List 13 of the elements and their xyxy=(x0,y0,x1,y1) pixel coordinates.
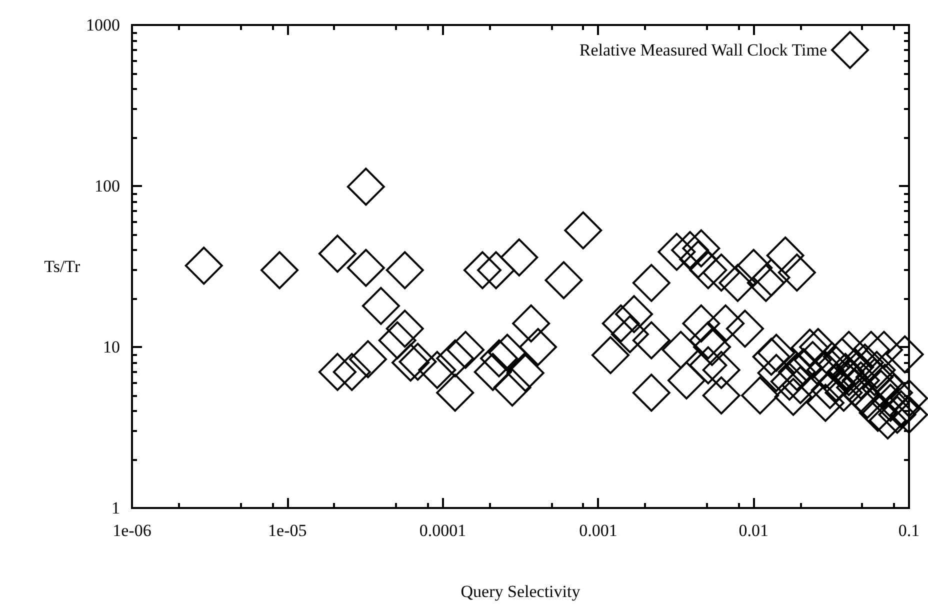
x-tick-label: 0.001 xyxy=(579,521,618,540)
y-tick-label: 1 xyxy=(112,498,120,518)
x-tick-label: 0.01 xyxy=(738,521,768,540)
x-axis-title: Query Selectivity xyxy=(460,582,581,601)
y-tick-label: 1000 xyxy=(86,16,120,34)
x-tick-label: 1e-06 xyxy=(112,521,152,540)
y-axis-title: Ts/Tr xyxy=(44,257,80,276)
x-tick-label: 1e-05 xyxy=(268,521,307,540)
x-tick-label: 0.1 xyxy=(898,521,920,540)
legend-label: Relative Measured Wall Clock Time xyxy=(579,40,827,60)
y-tick-label: 10 xyxy=(103,338,120,356)
y-tick-label: 100 xyxy=(94,176,120,196)
x-tick-label: 0.0001 xyxy=(419,521,466,540)
